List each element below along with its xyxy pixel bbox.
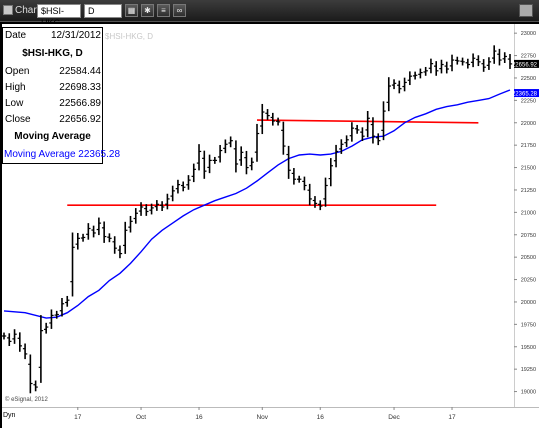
close-value: 22656.92 [59,114,101,125]
y-tick-label: 19250 [521,367,536,373]
date-row: Date 12/31/2012 [5,30,101,43]
y-tick-label: 22000 [521,121,536,127]
chart-window-icon [3,5,13,15]
y-tick-label: 22500 [521,76,536,82]
chart-watermark: $HSI-HKG, D [105,32,154,41]
x-tick-label: 16 [317,414,325,421]
x-tick-label: 17 [448,414,456,421]
open-row: Open 22584.44 [5,66,101,79]
x-tick-label: 16 [195,414,203,421]
date-value: 12/31/2012 [50,30,101,41]
high-label: High [5,82,26,93]
time-axis[interactable] [2,407,539,428]
x-tick-label: Dec [388,414,400,421]
y-tick-label: 20500 [521,255,536,261]
y-tick-label: 22750 [521,54,536,60]
title-bar: Chart $HSI-HKG D ▦ ✱ ≡ ∞ [0,0,539,28]
y-tick-label: 23000 [521,31,536,37]
data-window: Date 12/31/2012 $HSI-HKG, D Open 22584.4… [2,27,120,164]
price-axis[interactable] [514,24,539,407]
close-label: Close [5,114,31,125]
low-value: 22566.89 [59,98,101,109]
low-row: Low 22566.89 [5,98,101,111]
moving-average-title: Moving Average [14,131,91,142]
window-menu-button[interactable] [519,4,533,17]
date-label: Date [5,30,27,41]
y-tick-label: 21250 [521,188,536,194]
y-tick-label: 21500 [521,166,536,172]
y-tick-label: 20000 [521,300,536,306]
y-tick-label: 19000 [521,390,536,396]
last-price-label: 22656.92 [512,62,538,68]
link-icon[interactable]: ∞ [173,4,186,17]
ma-tag [514,89,539,98]
symbol-interval-label: $HSI-HKG, D [22,48,83,59]
x-tick-label: Nov [256,414,268,421]
ma-tag-label: 22365.28 [512,92,538,98]
x-tick-label: 17 [74,414,82,421]
close-row: Close 22656.92 [5,114,101,127]
high-row: High 22698.33 [5,82,101,95]
copyright-label: © eSignal, 2012 [5,397,48,403]
interval-input[interactable]: D [84,4,122,18]
moving-average-value: Moving Average 22365.28 [4,149,121,160]
high-value: 22698.33 [59,82,101,93]
y-tick-label: 21750 [521,143,536,149]
y-tick-label: 20250 [521,278,536,284]
low-label: Low [5,98,24,109]
window-title: Chart [15,5,40,16]
last-price-tag [514,59,539,68]
y-tick-label: 21000 [521,210,536,216]
y-tick-label: 20750 [521,233,536,239]
moving-average-line [3,89,511,319]
settings-icon[interactable]: ✱ [141,4,154,17]
lines-icon[interactable]: ≡ [157,4,170,17]
dyn-label: Dyn [3,412,16,419]
open-label: Open [5,66,30,77]
open-value: 22584.44 [59,66,101,77]
grid-icon[interactable]: ▦ [125,4,138,17]
y-tick-label: 22250 [521,98,536,104]
y-tick-label: 19500 [521,345,536,351]
y-tick-label: 19750 [521,322,536,328]
x-tick-label: Oct [136,414,146,421]
